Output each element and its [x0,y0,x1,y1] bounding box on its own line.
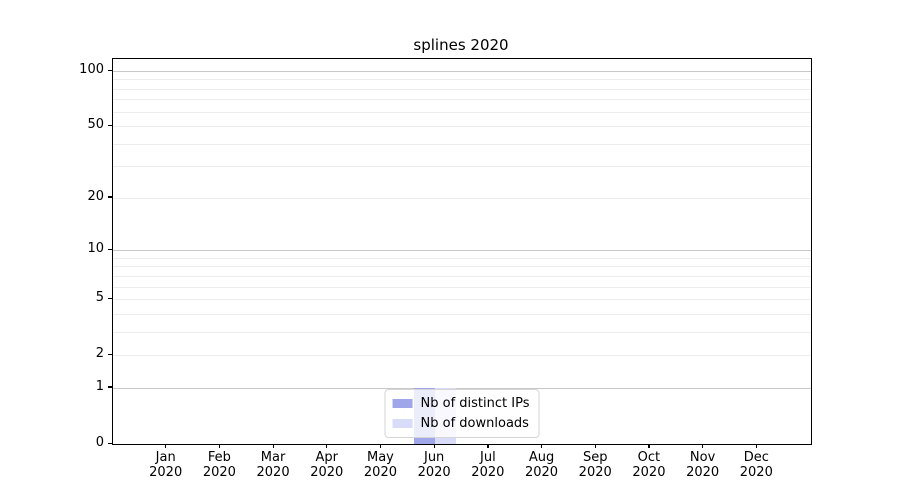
y-gridline-major [113,71,811,72]
y-gridline-minor [113,286,811,288]
x-tick-mark [326,444,328,448]
y-gridline-minor [113,275,811,277]
y-tick-mark [108,248,112,250]
legend-label-distinct-ips: Nb of distinct IPs [420,396,530,411]
x-tick-label: Nov 2020 [676,450,730,480]
x-tick-mark [487,444,489,448]
y-tick-mark [108,442,112,444]
x-tick-label-year: 2020 [686,465,720,480]
y-gridline-minor [113,166,811,168]
x-tick-label-year: 2020 [363,465,397,480]
y-gridline-minor [113,88,811,90]
y-tick-mark [108,196,112,198]
x-tick-label: Oct 2020 [622,450,676,480]
x-tick-label: Apr 2020 [300,450,354,480]
x-tick-mark [648,444,650,448]
y-gridline-minor [113,197,811,199]
x-tick-mark [218,444,221,448]
legend-swatch-downloads [392,419,413,428]
y-tick-label: 100 [79,62,104,77]
x-tick-label: Jan 2020 [139,450,193,480]
y-gridline-major [113,250,811,252]
x-tick-mark [379,444,382,448]
y-tick-label: 1 [95,378,104,394]
x-tick-mark [541,444,543,448]
x-tick-label-year: 2020 [149,465,183,480]
y-tick-label: 0 [95,435,104,450]
legend-item-downloads: Nb of downloads [392,415,530,432]
y-gridline-minor [113,111,811,113]
y-gridline-minor [113,126,811,128]
x-tick-label-year: 2020 [256,465,290,480]
y-tick-label: 10 [87,241,104,257]
x-tick-label-year: 2020 [524,465,559,480]
y-tick-mark [108,297,112,299]
legend-swatch-distinct-ips [392,399,413,408]
y-tick-label: 2 [95,346,104,362]
y-tick-label: 5 [95,290,104,306]
x-tick-label-year: 2020 [471,465,505,480]
x-tick-label-year: 2020 [578,465,612,480]
x-tick-label: Mar 2020 [246,450,300,480]
x-tick-mark [272,444,274,448]
y-gridline-minor [113,99,811,101]
x-tick-label-year: 2020 [202,465,236,480]
chart-title: splines 2020 [413,36,509,54]
x-tick-label-year: 2020 [310,465,344,480]
x-tick-label-year: 2020 [632,465,666,480]
y-gridline-major [113,387,811,389]
x-tick-label: Sep 2020 [568,450,622,480]
x-tick-label-year: 2020 [739,465,773,480]
y-gridline-minor [113,143,811,145]
y-gridline-minor [113,331,811,333]
legend: Nb of distinct IPs Nb of downloads [384,389,540,438]
y-gridline-minor [113,266,811,268]
y-tick-label: 20 [87,188,104,204]
y-tick-mark [108,353,112,355]
y-gridline-minor [113,313,811,315]
x-tick-label: May 2020 [353,450,407,480]
legend-item-distinct-ips: Nb of distinct IPs [392,395,530,412]
x-tick-label: Aug 2020 [515,450,569,480]
y-gridline-minor [113,299,811,301]
x-tick-label: Feb 2020 [192,450,246,480]
y-tick-mark [108,69,112,71]
legend-label-downloads: Nb of downloads [420,416,529,431]
y-gridline-minor [113,355,811,357]
x-tick-label: Jul 2020 [461,450,515,480]
x-tick-mark [702,444,704,448]
x-tick-mark [594,444,596,448]
plot-area: Nb of distinct IPs Nb of downloads [112,58,812,445]
x-tick-mark [165,444,167,448]
y-gridline-minor [113,79,811,81]
x-tick-label: Dec 2020 [729,450,783,480]
y-tick-mark [108,124,112,126]
x-tick-label-year: 2020 [417,465,451,480]
y-tick-mark [108,386,112,388]
x-tick-label: Jun 2020 [407,450,461,480]
x-tick-mark [433,444,435,448]
x-tick-mark [755,444,757,448]
y-tick-label: 50 [87,117,104,133]
y-gridline-minor [113,257,811,259]
